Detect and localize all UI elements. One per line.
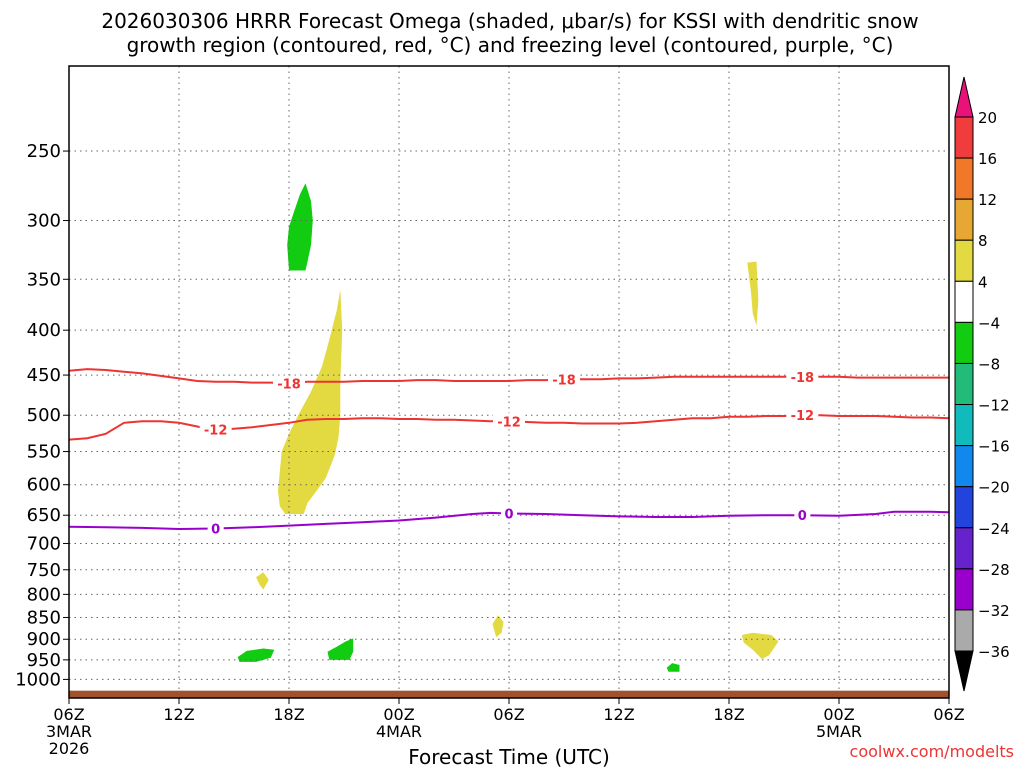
- contour-label-bg--18C-0: [273, 375, 305, 392]
- contour-label--12C-0: -12: [204, 423, 228, 438]
- contour-label-0C-1: 0: [504, 507, 513, 522]
- omega-shaded-areas: [237, 183, 779, 672]
- x-tick-date-3: 4MAR: [376, 722, 422, 741]
- colorbar-segment-4: [954, 280, 974, 323]
- contour-label-bg-0C-2: [794, 507, 811, 524]
- colorbar-segment-11: [954, 568, 974, 611]
- contour-label-bg--12C-0: [199, 421, 232, 438]
- contour-label--18C-2: -18: [791, 371, 815, 386]
- omega-colorbar: 20 16 12 8 4 −4 −8 −12 −16 −20 −24 −28 −32 −36: [954, 76, 1010, 692]
- omega-area-3: [256, 572, 269, 590]
- colorbar-label-12: −32: [978, 602, 1010, 620]
- colorbar-segment-1: [954, 157, 974, 200]
- x-tick-label-2: 18Z: [273, 705, 304, 724]
- omega-area-0: [278, 290, 343, 514]
- contour-label-bg--12C-1: [493, 413, 525, 430]
- temperature-contours: -18 -18 -18 -12 -12 -12 0 0 0: [68, 368, 950, 537]
- x-tick-label-7: 00Z: [823, 705, 854, 724]
- y-tick-label-250: 250: [27, 141, 61, 162]
- y-tick-label-850: 850: [27, 607, 61, 628]
- colorbar-label-3: 8: [978, 232, 988, 250]
- y-tick-label-300: 300: [27, 211, 61, 232]
- grid-lines: [69, 66, 949, 698]
- colorbar-segment-2: [954, 198, 974, 241]
- y-tick-label-1000: 1000: [15, 669, 61, 690]
- contour-label--18C-1: -18: [552, 373, 576, 388]
- colorbar-segment-3: [954, 239, 974, 282]
- colorbar-label-11: −28: [978, 561, 1010, 579]
- x-tick-label-8: 06Z: [933, 705, 964, 724]
- x-tick-label-1: 12Z: [163, 705, 194, 724]
- x-tick-label-3: 00Z: [383, 705, 414, 724]
- y-tick-label-750: 750: [27, 560, 61, 581]
- x-tick-label-0: 06Z: [53, 705, 84, 724]
- omega-area-1: [287, 183, 313, 271]
- x-tick-label-5: 12Z: [603, 705, 634, 724]
- y-tick-label-550: 550: [27, 442, 61, 463]
- source-credit: coolwx.com/modelts: [850, 742, 1014, 761]
- colorbar-top-arrow: [954, 76, 974, 118]
- x-tick-date-0: 3MAR: [46, 722, 92, 741]
- colorbar-label-13: −36: [978, 643, 1010, 661]
- y-tick-label-400: 400: [27, 320, 61, 341]
- y-tick-label-800: 800: [27, 584, 61, 605]
- contour-label-bg--18C-1: [548, 371, 580, 388]
- contour-label-0C-2: 0: [798, 509, 807, 524]
- colorbar-segment-10: [954, 527, 974, 570]
- x-tick-label-4: 06Z: [493, 705, 524, 724]
- y-tick-label-900: 900: [27, 629, 61, 650]
- y-tick-label-700: 700: [27, 533, 61, 554]
- colorbar-label-7: −12: [978, 397, 1010, 415]
- x-tick-label-6: 18Z: [713, 705, 744, 724]
- x-tick-year-0: 2026: [49, 739, 90, 758]
- contour-label-0C-0: 0: [211, 522, 220, 537]
- colorbar-label-5: −4: [978, 314, 1000, 332]
- x-axis-title: Forecast Time (UTC): [408, 745, 610, 768]
- colorbar-label-2: 12: [978, 191, 997, 209]
- contour-label-bg--12C-2: [786, 407, 819, 424]
- colorbar-bottom-arrow: [954, 650, 974, 692]
- contour-label-bg-0C-0: [207, 520, 224, 537]
- chart-title-line1: 2026030306 HRRR Forecast Omega (shaded, …: [101, 9, 918, 33]
- colorbar-segment-0: [954, 116, 974, 159]
- y-tick-label-950: 950: [27, 650, 61, 671]
- contour-label--12C-1: -12: [497, 415, 521, 430]
- y-axis-labels: 2503003504004505005506006507007508008509…: [15, 141, 69, 690]
- y-tick-label-600: 600: [27, 475, 61, 496]
- colorbar-segment-12: [954, 609, 974, 652]
- colorbar-segment-9: [954, 486, 974, 529]
- colorbar-segment-5: [954, 321, 974, 364]
- omega-area-6: [492, 615, 504, 638]
- colorbar-segment-8: [954, 445, 974, 488]
- omega-area-2: [747, 261, 759, 326]
- x-tick-date-7: 5MAR: [816, 722, 862, 741]
- ground-bar: [69, 690, 949, 698]
- contour-label-bg-0C-1: [501, 505, 517, 522]
- omega-area-4: [237, 648, 275, 662]
- colorbar-segment-6: [954, 362, 974, 406]
- y-tick-label-500: 500: [27, 405, 61, 426]
- colorbar-label-9: −20: [978, 479, 1010, 497]
- contour-label--18C-0: -18: [277, 377, 301, 392]
- ground-layer: [69, 690, 949, 698]
- chart-title-line2: growth region (contoured, red, °C) and f…: [127, 33, 894, 57]
- colorbar-label-1: 16: [978, 150, 997, 168]
- colorbar-label-0: 20: [978, 109, 997, 127]
- contour-label-bg--18C-2: [786, 368, 819, 385]
- colorbar-label-4: 4: [978, 273, 988, 291]
- omega-area-8: [741, 632, 779, 660]
- y-tick-label-350: 350: [27, 269, 61, 290]
- colorbar-label-10: −24: [978, 520, 1010, 538]
- colorbar-segment-7: [954, 404, 974, 447]
- colorbar-label-8: −16: [978, 438, 1010, 456]
- y-tick-label-450: 450: [27, 365, 61, 386]
- colorbar-label-6: −8: [978, 355, 1000, 373]
- y-tick-label-650: 650: [27, 505, 61, 526]
- omega-area-5: [327, 638, 354, 660]
- contour-label--12C-2: -12: [791, 409, 815, 424]
- omega-area-7: [666, 663, 680, 672]
